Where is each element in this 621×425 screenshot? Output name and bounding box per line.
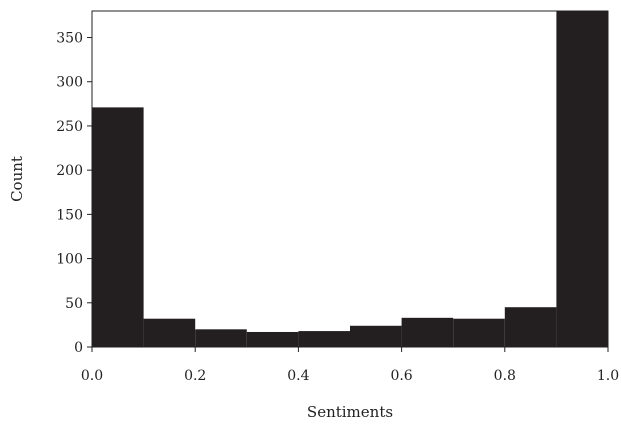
bars-group bbox=[92, 11, 608, 348]
histogram-bar bbox=[401, 317, 454, 347]
histogram-bar bbox=[350, 325, 402, 347]
histogram-bar bbox=[504, 307, 557, 347]
x-tick-label: 0.8 bbox=[494, 368, 516, 384]
y-tick-label: 50 bbox=[65, 296, 83, 312]
x-tick-label: 0.0 bbox=[81, 368, 103, 384]
x-axis: 0.0 0.2 0.4 0.6 0.8 1.0 bbox=[81, 347, 619, 384]
y-tick-label: 100 bbox=[56, 252, 83, 268]
y-tick-label: 200 bbox=[56, 163, 83, 179]
y-tick-label: 150 bbox=[56, 207, 83, 223]
histogram-bar bbox=[556, 11, 608, 347]
y-axis: 0 50 100 150 200 250 300 350 bbox=[56, 31, 92, 356]
plot-frame bbox=[91, 10, 609, 348]
y-tick-label: 250 bbox=[56, 119, 83, 135]
x-tick-label: 0.4 bbox=[287, 368, 309, 384]
y-tick-label: 0 bbox=[74, 340, 83, 356]
y-axis-title: Count bbox=[8, 156, 26, 202]
y-tick-label: 350 bbox=[56, 31, 83, 47]
histogram-bar bbox=[143, 318, 196, 347]
y-tick-label: 300 bbox=[56, 75, 83, 91]
x-tick-label: 0.2 bbox=[184, 368, 206, 384]
histogram-bar bbox=[453, 318, 505, 347]
x-tick-label: 0.6 bbox=[390, 368, 412, 384]
histogram-bar bbox=[298, 331, 350, 347]
histogram-bar bbox=[246, 331, 299, 347]
histogram-bar bbox=[195, 329, 247, 347]
x-axis-title: Sentiments bbox=[307, 403, 393, 421]
histogram-bar bbox=[92, 107, 144, 348]
x-tick-label: 1.0 bbox=[597, 368, 619, 384]
